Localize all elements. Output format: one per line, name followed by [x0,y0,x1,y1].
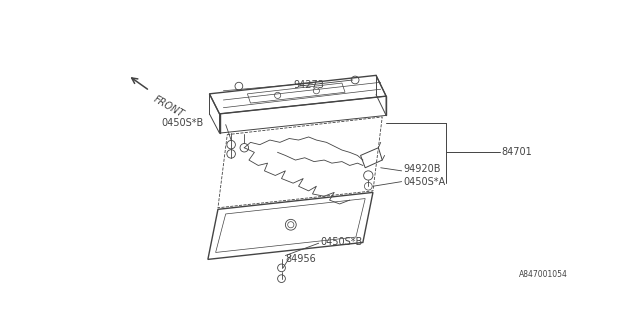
Text: 84701: 84701 [502,147,532,157]
Text: 0450S*A: 0450S*A [403,177,445,187]
Text: 0450S*B: 0450S*B [162,118,204,128]
Text: 94273: 94273 [293,80,324,90]
Text: 94920B: 94920B [403,164,441,174]
Text: 0450S*B: 0450S*B [320,237,362,247]
Text: FRONT: FRONT [152,94,186,119]
Text: 84956: 84956 [285,254,316,264]
Text: A847001054: A847001054 [520,270,568,279]
